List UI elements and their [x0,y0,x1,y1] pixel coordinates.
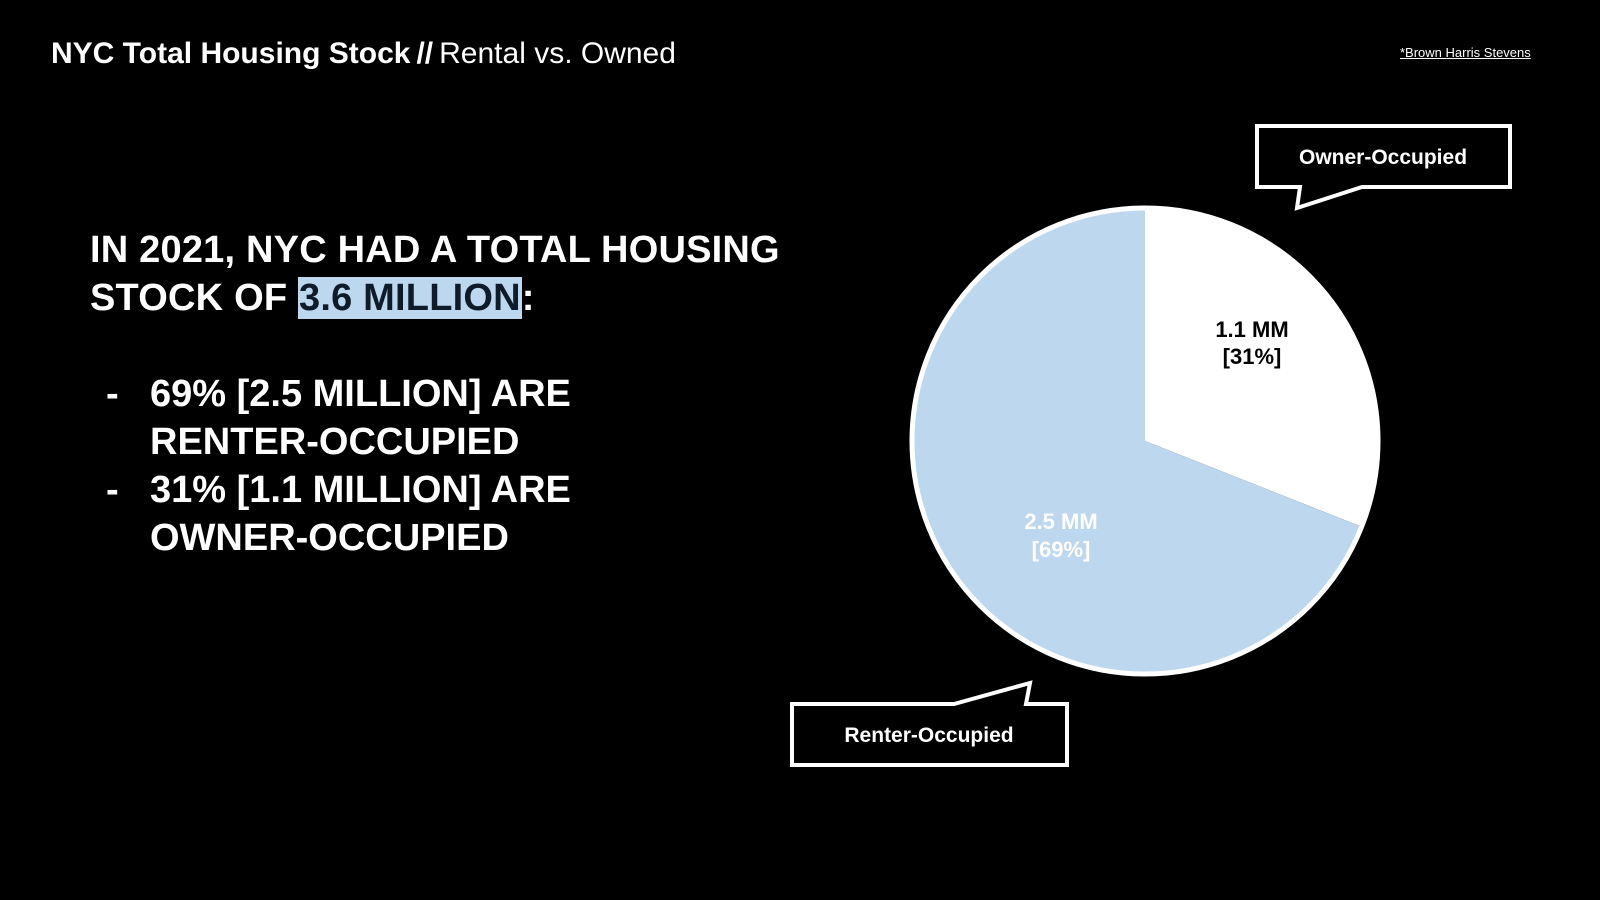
pie-slice-renter-occupied [912,208,1362,674]
owner-callout: Owner-Occupied [1255,124,1512,211]
bullet-item-renter: - 69% [2.5 MILLION] ARE RENTER-OCCUPIED [90,370,730,466]
bullet-text: 69% [2.5 MILLION] ARE RENTER-OCCUPIED [150,373,571,463]
page-title: NYC Total Housing Stock//Rental vs. Owne… [51,36,676,72]
bullet-item-owner: - 31% [1.1 MILLION] ARE OWNER-OCCUPIED [90,466,730,562]
title-separator: // [416,37,434,70]
headline-suffix: : [521,277,535,319]
renter-percent-label: [69%] [1032,537,1091,562]
bullet-text: 31% [1.1 MILLION] ARE OWNER-OCCUPIED [150,469,571,559]
headline: IN 2021, NYC HAD A TOTAL HOUSING STOCK O… [90,226,810,322]
bullet-list: - 69% [2.5 MILLION] ARE RENTER-OCCUPIED … [90,370,730,562]
renter-callout: Renter-Occupied [790,680,1069,767]
source-link[interactable]: *Brown Harris Stevens [1400,45,1531,60]
owner-callout-label: Owner-Occupied [1299,146,1467,169]
headline-prefix: IN 2021, NYC HAD A TOTAL HOUSING STOCK O… [90,229,780,319]
renter-value-label: 2.5 MM [1024,509,1097,534]
renter-callout-label: Renter-Occupied [844,724,1013,747]
bullet-dash: - [106,469,119,511]
title-main: NYC Total Housing Stock [51,37,411,70]
title-subtitle: Rental vs. Owned [439,37,676,70]
owner-percent-label: [31%] [1223,344,1282,369]
headline-highlight: 3.6 MILLION [298,277,522,319]
owner-value-label: 1.1 MM [1215,317,1288,342]
bullet-dash: - [106,373,119,415]
pie-outline [909,205,1381,677]
